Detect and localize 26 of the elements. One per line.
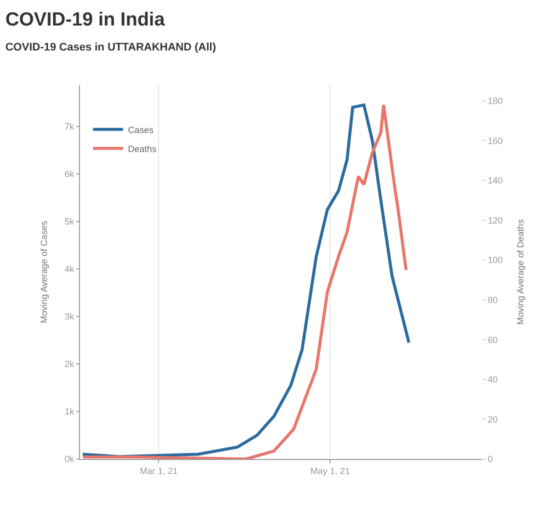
y2-tick-label: 80 [488, 295, 498, 305]
y2-tick-label: 40 [488, 374, 498, 385]
y-tick-label: 5k [64, 216, 75, 227]
y2-tick-label: 160 [488, 136, 503, 146]
y2-tick-label: 140 [488, 176, 503, 186]
y2-tick-label: 60 [488, 334, 498, 345]
y-tick-label: 3k [64, 312, 75, 322]
y2-tick-label: 0 [488, 454, 493, 464]
y-tick-label: 0k [64, 454, 75, 464]
y-tick-label: 7k [64, 121, 75, 132]
x-tick-label: May 1, 21 [310, 466, 350, 476]
legend-label: Deaths [128, 144, 158, 154]
chart-title: COVID-19 in India [5, 10, 166, 31]
y2-tick-label: 180 [488, 96, 503, 106]
legend-label: Cases [128, 124, 154, 135]
y-axis-title: Moving Average of Cases [39, 220, 50, 324]
y2-axis-title: Moving Average of Deaths [516, 218, 526, 325]
y2-tick-label: 100 [488, 255, 503, 266]
x-tick-label: Mar 1, 21 [140, 466, 178, 476]
chart-subtitle: COVID-19 Cases in UTTARAKHAND (All) [5, 41, 216, 54]
y2-tick-label: 20 [488, 414, 498, 424]
y2-tick-label: 120 [488, 215, 503, 226]
y-tick-label: 4k [64, 264, 75, 274]
y-tick-label: 6k [64, 169, 75, 180]
y-tick-label: 2k [64, 359, 75, 370]
y-tick-label: 1k [64, 406, 75, 417]
